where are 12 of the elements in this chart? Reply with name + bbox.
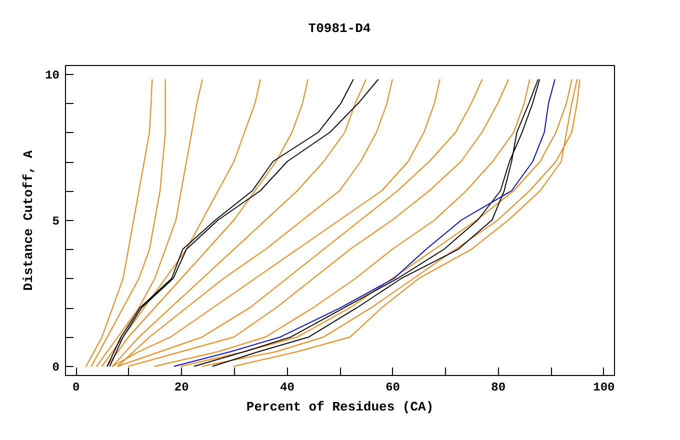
x-axis-title: Percent of Residues (CA) (246, 400, 434, 414)
x-tick-label: 80 (491, 380, 506, 394)
y-tick-label: 5 (52, 214, 60, 228)
y-axis-title: Distance Cutoff, A (21, 150, 36, 291)
y-tick-label: 10 (45, 68, 60, 82)
x-tick-label: 60 (386, 380, 400, 394)
x-tick-label: 40 (280, 380, 294, 394)
chart-title: T0981-D4 (308, 21, 371, 36)
y-tick-label: 0 (52, 360, 60, 375)
x-tick-label: 0 (72, 380, 80, 394)
x-tick-label: 20 (174, 380, 189, 394)
x-tick-label: 100 (593, 380, 615, 394)
